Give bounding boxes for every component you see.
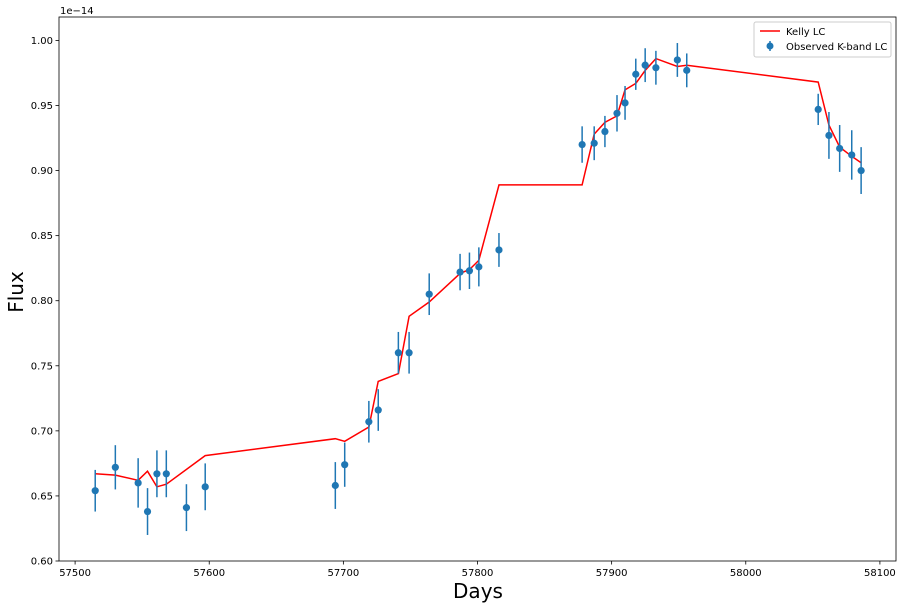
observed-data-point bbox=[683, 66, 691, 74]
observed-data-point bbox=[814, 105, 822, 114]
observed-data-point bbox=[836, 144, 844, 153]
observed-data-point bbox=[621, 99, 629, 107]
observed-data-point bbox=[641, 61, 649, 69]
x-tick-label: 57900 bbox=[596, 568, 628, 579]
y-tick-label: 0.90 bbox=[31, 166, 53, 177]
observed-data-point bbox=[405, 349, 413, 357]
observed-data-point bbox=[365, 418, 373, 426]
observed-data-point bbox=[341, 461, 349, 469]
legend-box bbox=[753, 21, 892, 58]
x-tick-label: 58000 bbox=[730, 568, 762, 579]
y-tick-label: 0.95 bbox=[31, 101, 53, 112]
y-tick-label: 0.70 bbox=[31, 426, 53, 437]
y-tick-label: 1.00 bbox=[31, 36, 53, 47]
x-axis-title: Days bbox=[453, 579, 503, 603]
y-offset-label: 1e−14 bbox=[60, 6, 94, 17]
y-tick-label: 0.65 bbox=[31, 491, 53, 502]
legend-label-kelly-lc: Kelly LC bbox=[786, 27, 825, 38]
observed-data-point bbox=[652, 64, 660, 72]
observed-data-point bbox=[201, 483, 209, 491]
x-tick-label: 57600 bbox=[193, 568, 225, 579]
y-tick-label: 0.80 bbox=[31, 296, 53, 307]
y-axis-title: Flux bbox=[4, 271, 28, 313]
observed-data-point bbox=[495, 246, 503, 254]
observed-data-point bbox=[143, 507, 152, 516]
observed-data-point bbox=[182, 504, 191, 512]
y-tick-label: 0.60 bbox=[31, 557, 53, 568]
observed-data-point bbox=[465, 267, 474, 275]
observed-data-point bbox=[590, 139, 598, 147]
x-tick-label: 57700 bbox=[327, 568, 359, 579]
x-tick-label: 58100 bbox=[864, 568, 896, 579]
legend-label-observed-k-band: Observed K-band LC bbox=[786, 42, 887, 53]
observed-data-point bbox=[632, 70, 640, 78]
observed-data-point bbox=[91, 487, 99, 495]
observed-data-point bbox=[111, 463, 119, 471]
observed-data-point bbox=[857, 166, 865, 175]
observed-data-point bbox=[475, 263, 483, 271]
y-tick-label: 0.85 bbox=[31, 231, 53, 242]
observed-data-point bbox=[134, 479, 142, 487]
axes: 57500 57600 57700 57800 57900 58000 58100 0.60 0… bbox=[31, 16, 897, 579]
legend-marker-swatch bbox=[766, 42, 774, 50]
observed-data-point bbox=[601, 127, 609, 136]
observed-data-point bbox=[374, 406, 382, 414]
plot-area bbox=[91, 43, 865, 535]
observed-data-point bbox=[613, 109, 621, 117]
observed-data-point bbox=[153, 470, 161, 478]
observed-data-point bbox=[848, 151, 856, 159]
x-tick-label: 57500 bbox=[59, 568, 91, 579]
observed-data-point bbox=[331, 481, 339, 490]
y-tick-label: 0.75 bbox=[31, 361, 53, 372]
legend: Kelly LC Observed K-band LC bbox=[753, 21, 892, 58]
observed-data-point bbox=[578, 140, 586, 149]
observed-data-point bbox=[673, 56, 681, 64]
observed-data-point bbox=[425, 290, 433, 298]
x-tick-label: 57800 bbox=[462, 568, 494, 579]
observed-data-point bbox=[825, 131, 833, 140]
observed-data-point bbox=[162, 470, 170, 478]
observed-data-point bbox=[456, 268, 464, 276]
observed-data-point bbox=[394, 349, 402, 357]
